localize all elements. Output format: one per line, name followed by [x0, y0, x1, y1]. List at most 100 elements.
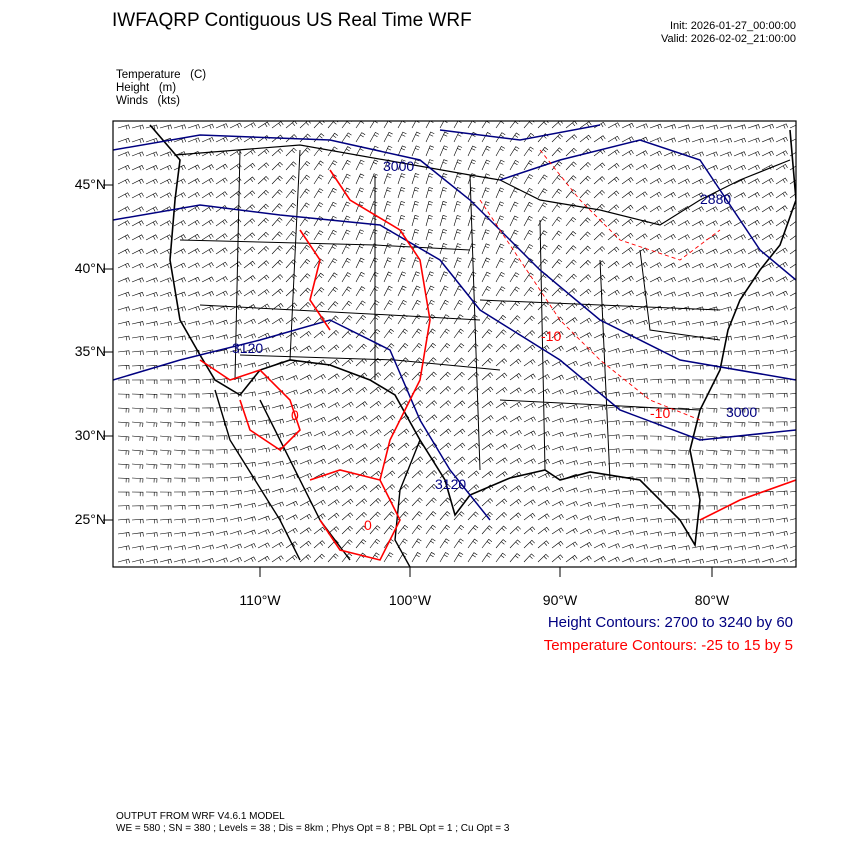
wind-barb — [229, 218, 242, 227]
wind-barb — [299, 133, 311, 143]
wind-barb — [159, 505, 172, 510]
wind-barb — [495, 498, 508, 507]
wind-barb — [775, 477, 788, 482]
wind-barb — [355, 498, 368, 507]
wind-barb — [425, 131, 435, 143]
wind-barb — [425, 538, 436, 549]
wind-barb — [201, 544, 214, 550]
wind-barb — [369, 121, 380, 129]
wind-barb — [117, 277, 130, 283]
wind-barb — [537, 316, 550, 325]
wind-barb — [649, 164, 662, 171]
wind-barb — [299, 160, 311, 171]
wind-barb — [733, 505, 746, 510]
wind-barb — [439, 497, 451, 507]
wind-barb — [537, 287, 549, 297]
wind-barb — [271, 161, 283, 171]
wind-barb — [691, 532, 704, 537]
wind-barb — [327, 499, 340, 507]
wind-barb — [719, 262, 732, 269]
wind-barb — [523, 373, 536, 381]
wind-barb — [621, 149, 634, 157]
wind-barb — [789, 179, 796, 185]
wind-barb — [229, 406, 242, 412]
wind-barb — [271, 148, 284, 157]
wind-barb — [201, 305, 214, 311]
wind-barb — [635, 261, 648, 269]
wind-barb — [467, 257, 476, 269]
wind-barb — [271, 245, 283, 255]
wind-barb — [271, 460, 284, 466]
wind-barb — [117, 291, 130, 298]
wind-barb — [341, 443, 354, 451]
wind-barb — [705, 505, 718, 510]
wind-barb — [369, 372, 382, 381]
wind-barb — [187, 305, 200, 312]
wind-barb — [593, 447, 606, 453]
wind-barb — [495, 358, 508, 367]
wind-barb — [453, 229, 462, 241]
wind-barb — [551, 273, 563, 283]
wind-barb — [509, 358, 522, 367]
wind-barb — [579, 346, 592, 353]
wind-barb — [607, 462, 620, 467]
wind-barb — [565, 360, 578, 367]
wind-barb — [677, 320, 690, 326]
wind-barb — [131, 335, 144, 341]
wind-barb — [355, 358, 368, 367]
wind-barb — [243, 556, 256, 563]
wind-barb — [677, 220, 690, 227]
wind-barb — [243, 176, 256, 185]
wind-barb — [789, 463, 796, 465]
wind-barb — [691, 321, 704, 327]
wind-barb — [285, 202, 297, 213]
wind-barb — [117, 178, 130, 185]
temperature-label: -10 — [650, 405, 670, 421]
wind-barb — [761, 518, 774, 523]
wind-barb — [719, 518, 732, 524]
wind-barb — [201, 421, 214, 427]
wind-barb — [355, 329, 367, 339]
wind-barb — [551, 188, 562, 199]
wind-barb — [635, 463, 648, 468]
wind-barb — [789, 435, 796, 437]
wind-barb — [299, 188, 310, 199]
wind-barb — [719, 291, 732, 298]
wind-barb — [201, 164, 214, 171]
wind-barb — [495, 257, 505, 269]
wind-barb — [551, 513, 564, 521]
wind-barb — [495, 201, 505, 213]
wind-barb — [565, 147, 577, 157]
wind-barb — [719, 532, 732, 537]
wind-barb — [509, 512, 522, 521]
wind-barb — [411, 342, 423, 353]
wind-barb — [327, 458, 340, 465]
wind-barb — [313, 188, 324, 199]
wind-barb — [635, 490, 648, 496]
wind-barb — [229, 275, 242, 283]
wind-barb — [495, 159, 505, 171]
wind-barb — [159, 407, 172, 413]
wind-barb — [621, 517, 634, 522]
wind-barb — [705, 477, 718, 483]
wind-barb — [341, 187, 351, 199]
wind-barb — [775, 177, 788, 185]
wind-barb — [285, 554, 298, 563]
wind-barb — [747, 178, 760, 185]
wind-barb — [775, 421, 788, 426]
wind-barb — [285, 460, 298, 466]
wind-barb — [789, 335, 796, 339]
wind-barb — [551, 316, 564, 325]
wind-barb — [285, 500, 298, 507]
wind-barb — [733, 137, 746, 144]
wind-barb — [383, 121, 392, 129]
wind-barb — [187, 124, 200, 130]
wind-barb — [621, 190, 634, 199]
wind-barb — [355, 484, 368, 493]
wind-barb — [481, 457, 494, 465]
wind-barb — [565, 554, 578, 563]
wind-barb — [565, 273, 577, 283]
wind-barb — [397, 173, 406, 185]
wind-barb — [593, 405, 606, 411]
